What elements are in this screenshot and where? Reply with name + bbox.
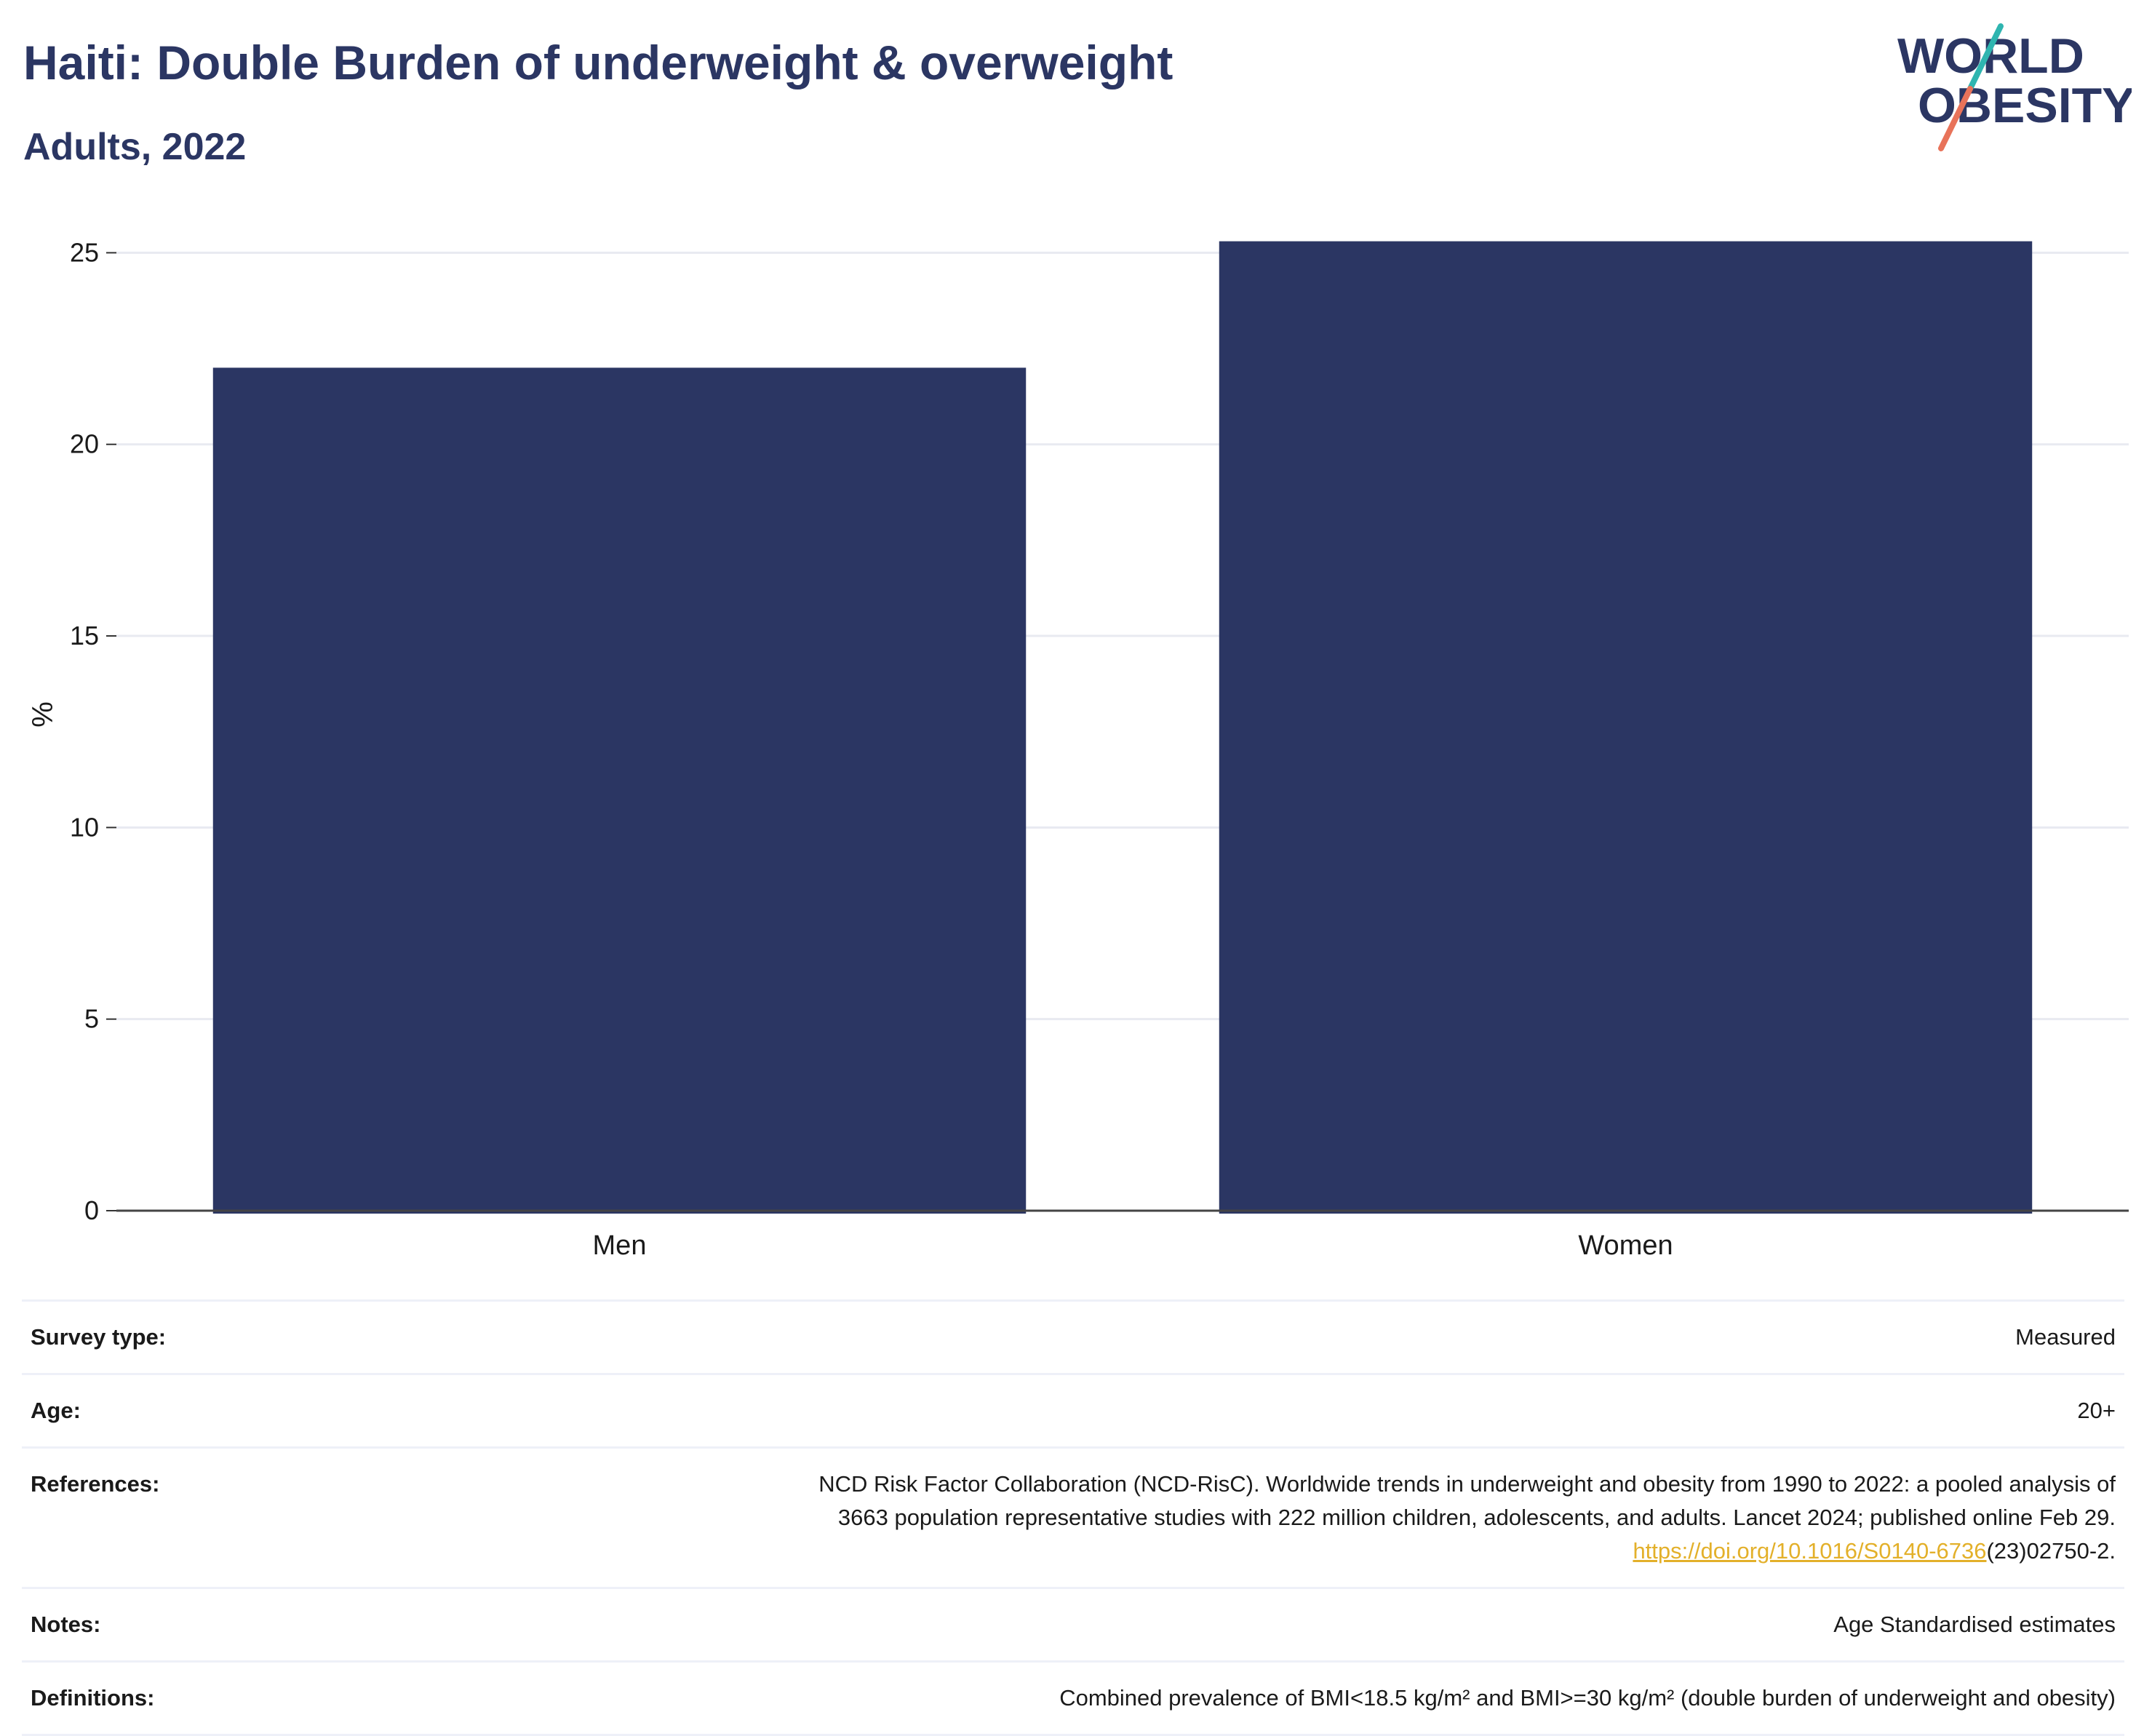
meta-row-age: Age: 20+	[22, 1373, 2124, 1446]
references-label: References:	[31, 1471, 160, 1497]
meta-row-notes: Notes: Age Standardised estimates	[22, 1587, 2124, 1660]
references-value: NCD Risk Factor Collaboration (NCD-RisC)…	[818, 1468, 2116, 1568]
definitions-value: Combined prevalence of BMI<18.5 kg/m² an…	[1059, 1685, 2116, 1711]
meta-row-references: References: NCD Risk Factor Collaboratio…	[22, 1446, 2124, 1587]
bar-women	[1219, 241, 2033, 1214]
meta-row-survey-type: Survey type: Measured	[22, 1299, 2124, 1373]
notes-label: Notes:	[31, 1612, 101, 1637]
meta-row-definitions: Definitions: Combined prevalence of BMI<…	[22, 1660, 2124, 1736]
metadata-table: Survey type: Measured Age: 20+ Reference…	[22, 1299, 2124, 1736]
references-doi-link[interactable]: https://doi.org/10.1016/S0140-6736	[1633, 1538, 1987, 1564]
references-doi-suffix: (23)02750-2.	[1986, 1538, 2116, 1564]
world-obesity-logo: WORLD OBESITY	[1897, 23, 2132, 151]
bar-men	[212, 367, 1027, 1214]
notes-value: Age Standardised estimates	[1833, 1612, 2116, 1637]
y-tick-label: 15	[70, 621, 99, 650]
y-tick-label: 25	[70, 237, 99, 267]
survey-type-value: Measured	[2015, 1324, 2116, 1350]
x-tick-label: Men	[593, 1230, 647, 1261]
survey-type-label: Survey type:	[31, 1324, 167, 1350]
y-tick-label: 0	[84, 1195, 99, 1225]
logo-text-world: WORLD	[1897, 28, 2084, 84]
logo-slash-top	[1967, 23, 2004, 92]
y-tick-label: 10	[70, 812, 99, 842]
y-tick-label: 20	[70, 429, 99, 459]
age-value: 20+	[2077, 1398, 2116, 1423]
definitions-label: Definitions:	[31, 1685, 155, 1711]
y-axis-title: %	[27, 701, 59, 728]
age-label: Age:	[31, 1398, 81, 1423]
x-tick-label: Women	[1578, 1230, 1673, 1261]
references-line-2: 3663 population representative studies w…	[837, 1505, 2116, 1530]
references-line-1: NCD Risk Factor Collaboration (NCD-RisC)…	[818, 1471, 2116, 1497]
bar-chart: 0 5 10 15 20 25 Men Women%	[27, 237, 2129, 1261]
y-tick-label: 5	[84, 1004, 99, 1034]
page-subtitle: Adults, 2022	[23, 126, 247, 168]
logo-slash-bottom	[1938, 86, 1973, 151]
page-title: Haiti: Double Burden of underweight & ov…	[23, 36, 1173, 89]
